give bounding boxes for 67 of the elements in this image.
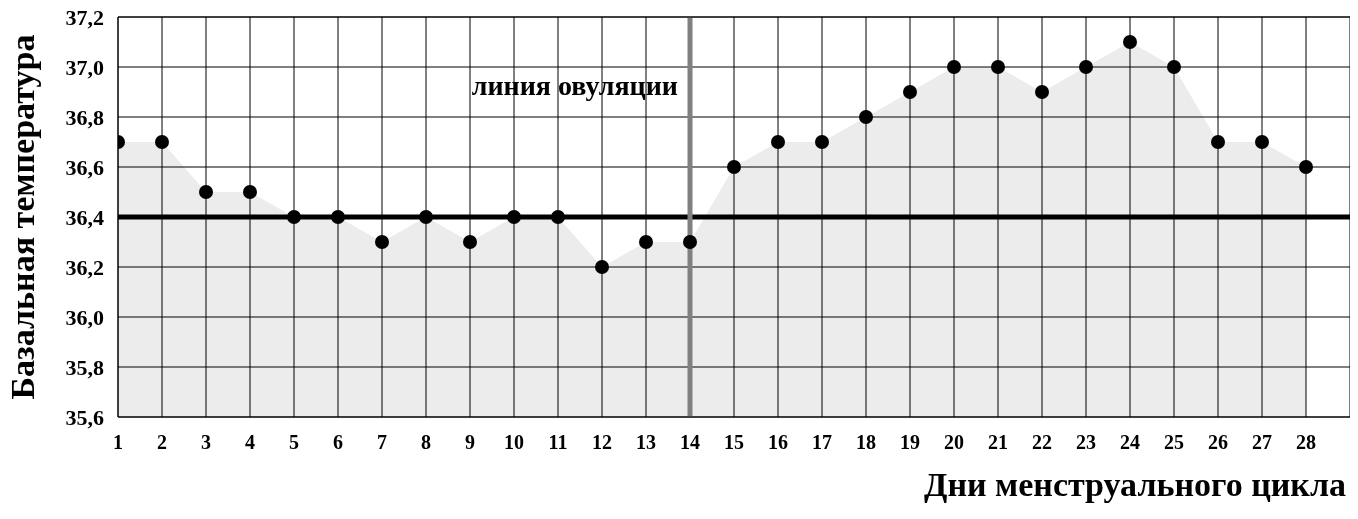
x-tick-label: 27 — [1252, 431, 1272, 454]
x-tick-label: 25 — [1164, 431, 1184, 454]
point — [1255, 135, 1269, 149]
x-tick-label: 17 — [812, 431, 832, 454]
x-tick-label: 9 — [465, 431, 475, 454]
x-tick-label: 10 — [504, 431, 524, 454]
point — [859, 110, 873, 124]
x-tick-label: 28 — [1296, 431, 1316, 454]
point — [507, 210, 521, 224]
point — [727, 160, 741, 174]
point — [683, 235, 697, 249]
x-tick-label: 3 — [201, 431, 211, 454]
x-tick-label: 26 — [1208, 431, 1228, 454]
point — [1079, 60, 1093, 74]
x-tick-label: 14 — [680, 431, 700, 454]
x-tick-label: 23 — [1076, 431, 1096, 454]
point — [551, 210, 565, 224]
x-tick-label: 6 — [333, 431, 343, 454]
x-tick-label: 12 — [592, 431, 612, 454]
x-tick-label: 1 — [113, 431, 123, 454]
point — [991, 60, 1005, 74]
y-tick-label: 37,2 — [65, 4, 104, 30]
point — [903, 85, 917, 99]
y-tick-label: 35,8 — [65, 354, 104, 380]
point — [595, 260, 609, 274]
x-tick-label: 21 — [988, 431, 1008, 454]
point — [947, 60, 961, 74]
point — [1299, 160, 1313, 174]
y-tick-label: 36,2 — [65, 254, 104, 280]
x-axis-title: Дни менструального цикла — [923, 465, 1347, 505]
x-tick-label: 4 — [245, 431, 255, 454]
ref-line-label: линия овуляции — [471, 70, 678, 101]
x-tick-label: 13 — [636, 431, 656, 454]
y-tick-label: 36,6 — [65, 154, 104, 180]
x-tick-label: 20 — [944, 431, 964, 454]
x-tick-label: 22 — [1032, 431, 1052, 454]
y-axis-title: Базальная температура — [4, 34, 42, 400]
point — [815, 135, 829, 149]
point — [243, 185, 257, 199]
point — [1035, 85, 1049, 99]
point — [375, 235, 389, 249]
point — [1211, 135, 1225, 149]
x-tick-label: 24 — [1120, 431, 1140, 454]
x-tick-label: 18 — [856, 431, 876, 454]
point — [771, 135, 785, 149]
x-tick-label: 11 — [548, 431, 568, 454]
y-tick-label: 36,8 — [65, 104, 104, 130]
point — [463, 235, 477, 249]
x-tick-label: 15 — [724, 431, 744, 454]
x-tick-label: 19 — [900, 431, 920, 454]
x-tick-label: 7 — [377, 431, 387, 454]
y-tick-label: 37,0 — [65, 54, 104, 80]
y-tick-label: 36,0 — [65, 304, 104, 330]
point — [419, 210, 433, 224]
x-tick-label: 16 — [768, 431, 788, 454]
point — [287, 210, 301, 224]
x-tick-label: 5 — [289, 431, 299, 454]
point — [639, 235, 653, 249]
y-tick-label: 35,6 — [65, 404, 104, 430]
point — [1167, 60, 1181, 74]
point — [331, 210, 345, 224]
x-tick-label: 2 — [157, 431, 167, 454]
point — [1123, 35, 1137, 49]
point — [155, 135, 169, 149]
x-tick-label: 8 — [421, 431, 431, 454]
point — [199, 185, 213, 199]
y-tick-label: 36,4 — [65, 204, 104, 230]
